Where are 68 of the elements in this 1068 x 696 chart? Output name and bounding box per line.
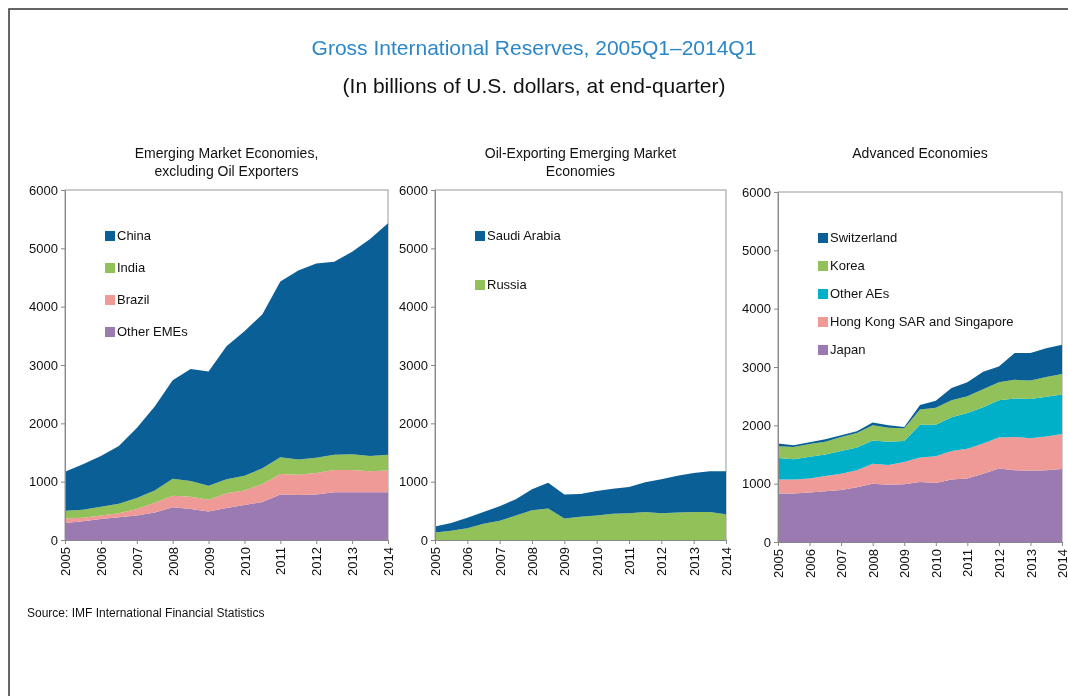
text: (In billions of U.S. dollars, at end-quarter) xyxy=(342,74,726,97)
legend-label: Russia xyxy=(487,277,528,292)
x-tick-label: 2008 xyxy=(525,547,541,576)
x-tick-label: 2013 xyxy=(686,547,702,576)
y-tick-label: 0 xyxy=(763,534,771,550)
y-tick-label: 4000 xyxy=(742,301,771,317)
x-tick-label: 2014 xyxy=(1055,549,1068,578)
x-tick-label: 2014 xyxy=(381,547,397,576)
y-tick-label: 0 xyxy=(50,532,58,548)
y-tick-label: 4000 xyxy=(399,299,428,315)
legend-label: Korea xyxy=(830,258,866,273)
y-tick-label: 2000 xyxy=(399,415,428,431)
y-tick-label: 1000 xyxy=(742,476,771,492)
x-tick-label: 2013 xyxy=(1023,549,1039,578)
x-tick-label: 2009 xyxy=(557,547,573,576)
legend-label: Hong Kong SAR and Singapore xyxy=(830,314,1014,329)
legend-label: Brazil xyxy=(117,292,150,307)
legend-label: Other EMEs xyxy=(117,324,189,339)
x-tick-label: 2006 xyxy=(93,547,109,576)
legend-label: Other AEs xyxy=(830,286,890,301)
y-tick-label: 5000 xyxy=(742,242,771,258)
y-tick-label: 3000 xyxy=(742,359,771,375)
text: Gross International Reserves, 2005Q1–2014Q1 xyxy=(311,36,757,59)
y-tick-label: 6000 xyxy=(399,182,428,198)
x-tick-label: 2011 xyxy=(273,547,289,575)
x-tick-label: 2008 xyxy=(165,547,181,576)
y-tick-label: 1000 xyxy=(399,474,428,490)
x-tick-label: 2012 xyxy=(991,549,1007,578)
y-tick-label: 5000 xyxy=(29,240,58,256)
y-tick-label: 6000 xyxy=(742,184,771,200)
x-tick-label: 2010 xyxy=(589,547,605,576)
x-tick-label: 2005 xyxy=(58,547,74,576)
x-tick-label: 2011 xyxy=(622,547,638,575)
x-tick-label: 2014 xyxy=(719,547,735,576)
x-tick-label: 2010 xyxy=(237,547,253,576)
x-tick-label: 2007 xyxy=(129,547,145,576)
x-tick-label: 2008 xyxy=(865,549,881,578)
x-tick-label: 2006 xyxy=(802,549,818,578)
x-tick-label: 2005 xyxy=(771,549,787,578)
legend-label: Japan xyxy=(830,342,866,357)
x-tick-label: 2011 xyxy=(960,549,976,577)
source-note: Source: IMF International Financial Statistics xyxy=(27,606,265,620)
chart-title: Advanced Economies xyxy=(852,145,988,161)
x-tick-label: 2012 xyxy=(654,547,670,576)
x-tick-label: 2007 xyxy=(492,547,508,576)
x-tick-label: 2013 xyxy=(345,547,361,576)
x-tick-label: 2005 xyxy=(428,547,444,576)
y-tick-label: 3000 xyxy=(399,357,428,373)
x-tick-label: 2012 xyxy=(309,547,325,576)
chart-title: Emerging Market Economies, excluding Oil Exporters xyxy=(134,145,319,179)
legend-label: Saudi Arabia xyxy=(487,228,562,243)
x-tick-label: 2009 xyxy=(201,547,217,576)
y-tick-label: 3000 xyxy=(29,357,58,373)
x-tick-label: 2006 xyxy=(460,547,476,576)
x-tick-label: 2010 xyxy=(928,549,944,578)
y-tick-label: 2000 xyxy=(742,417,771,433)
y-tick-label: 6000 xyxy=(29,182,58,198)
y-tick-label: 5000 xyxy=(399,240,428,256)
chart-title: Oil-Exporting Emerging Market Economies xyxy=(484,145,677,179)
x-tick-label: 2009 xyxy=(897,549,913,578)
y-tick-label: 4000 xyxy=(29,299,58,315)
y-tick-label: 2000 xyxy=(29,415,58,431)
y-tick-label: 0 xyxy=(420,532,428,548)
legend-label: Switzerland xyxy=(830,230,898,245)
legend-label: India xyxy=(117,260,146,275)
y-tick-label: 1000 xyxy=(29,474,58,490)
legend-label: China xyxy=(117,228,152,243)
x-tick-label: 2007 xyxy=(834,549,850,578)
